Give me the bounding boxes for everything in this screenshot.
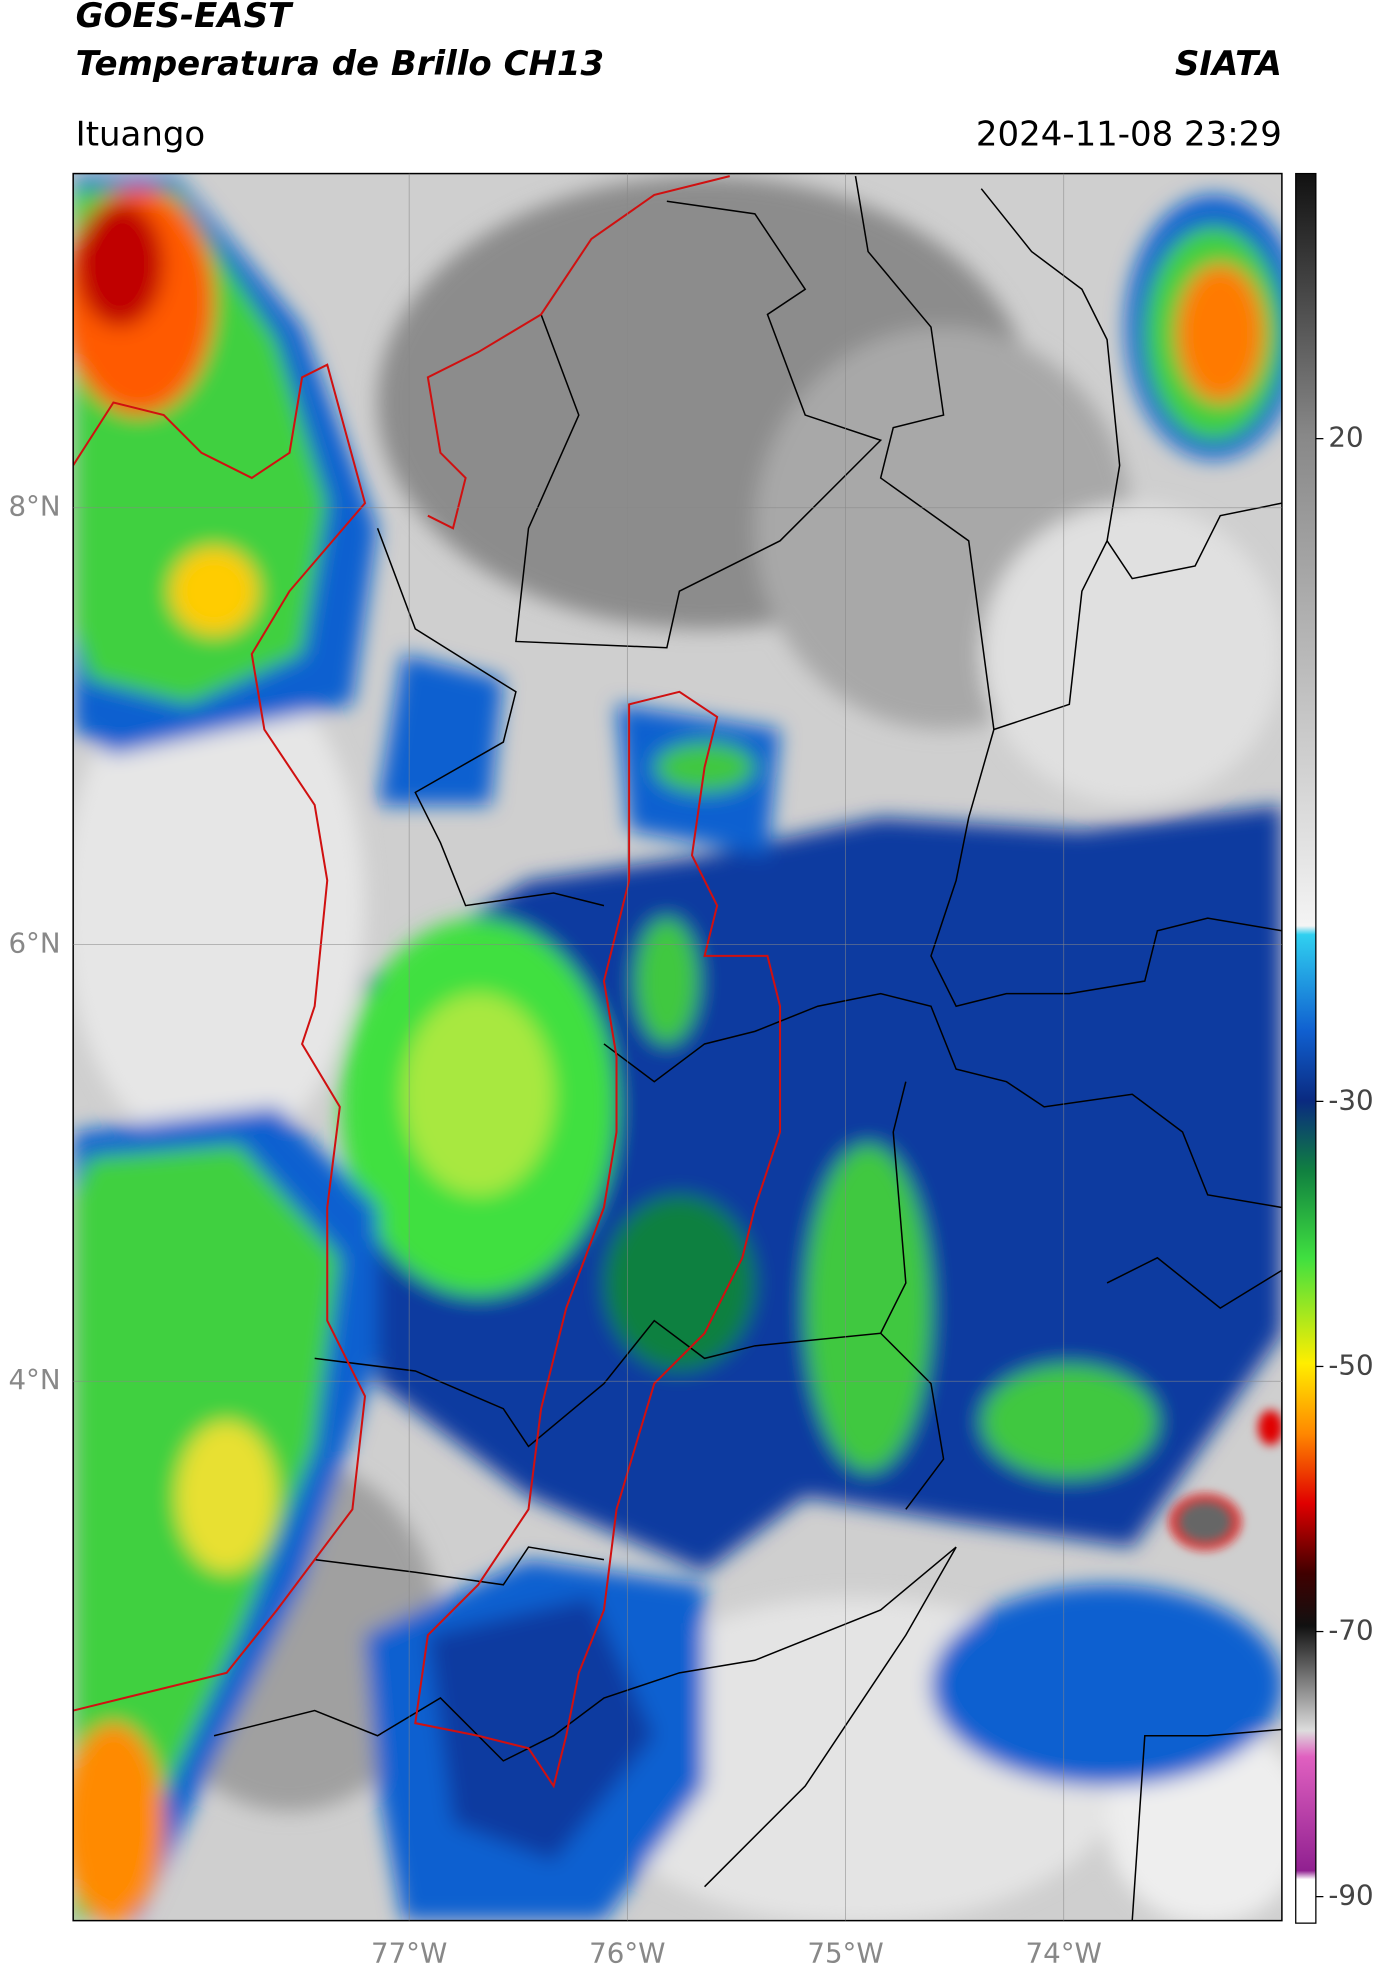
colorbar-tick-label: 20 bbox=[1328, 421, 1363, 454]
colorbar-tick-label: -90 bbox=[1328, 1879, 1373, 1912]
colorbar bbox=[1295, 172, 1317, 1924]
lat-label: 4°N bbox=[8, 1363, 60, 1396]
lon-label: 74°W bbox=[1026, 1937, 1102, 1970]
source: SIATA bbox=[1175, 44, 1282, 84]
colorbar-tick-label: -30 bbox=[1328, 1083, 1373, 1116]
map-frame bbox=[72, 172, 1283, 1922]
satellite-image bbox=[73, 173, 1282, 1921]
lat-label: 8°N bbox=[8, 490, 60, 523]
subtitle: Temperatura de Brillo CH13 bbox=[76, 44, 604, 84]
colorbar-tick-label: -50 bbox=[1328, 1348, 1373, 1381]
title: GOES-EAST bbox=[76, 0, 294, 36]
timestamp: 2024-11-08 23:29 bbox=[976, 114, 1282, 154]
lat-label: 6°N bbox=[8, 926, 60, 959]
colorbar-tick-label: -70 bbox=[1328, 1614, 1373, 1647]
lon-label: 76°W bbox=[589, 1937, 665, 1970]
lon-label: 75°W bbox=[807, 1937, 883, 1970]
lon-label: 77°W bbox=[371, 1937, 447, 1970]
location: Ituango bbox=[76, 114, 206, 154]
